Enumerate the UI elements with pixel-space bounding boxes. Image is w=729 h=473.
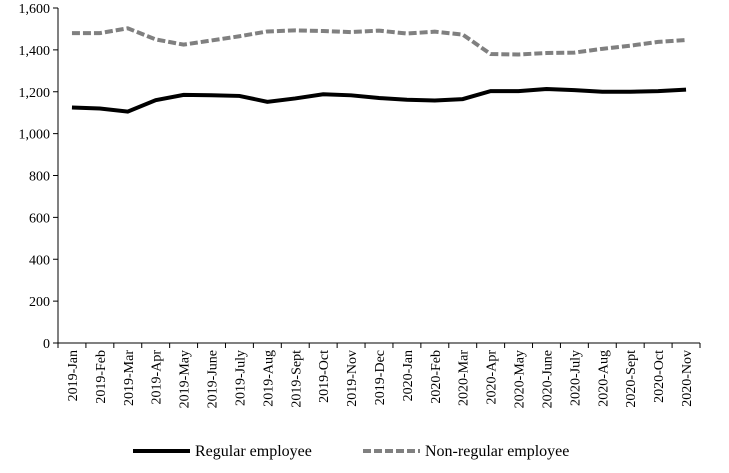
x-tick-label: 2020-Feb [429, 350, 444, 404]
x-tick-label: 2020-Mar [457, 350, 472, 406]
y-tick-label: 1,200 [19, 86, 51, 101]
x-tick-label: 2020-Jan [401, 350, 416, 401]
y-tick-label: 200 [29, 295, 50, 310]
x-tick-label: 2019-Feb [94, 350, 109, 404]
x-tick-label: 2019-Dec [373, 350, 388, 405]
x-tick-label: 2019-Apr [150, 350, 165, 405]
x-tick-label: 2020-Sept [624, 350, 639, 408]
x-tick-label: 2020-Oct [652, 350, 667, 403]
y-tick-label: 400 [29, 253, 50, 268]
x-tick-label: 2020-July [568, 350, 583, 406]
x-tick-label: 2019-May [178, 350, 193, 408]
x-tick-label: 2020-Apr [485, 350, 500, 405]
x-tick-label: 2020-Aug [596, 350, 611, 407]
x-tick-label: 2020-June [540, 350, 555, 408]
x-tick-label: 2019-June [206, 350, 221, 408]
x-tick-label: 2019-July [233, 350, 248, 406]
y-tick-label: 1,000 [19, 128, 51, 143]
legend-label: Regular employee [195, 443, 312, 460]
x-tick-label: 2019-Oct [317, 350, 332, 403]
x-tick-label: 2019-Aug [261, 350, 276, 407]
x-tick-label: 2020-May [513, 350, 528, 408]
x-tick-label: 2019-Sept [289, 350, 304, 408]
series-line [71, 87, 687, 114]
series-line [71, 26, 687, 57]
x-tick-label: 2019-Mar [122, 350, 137, 406]
legend-label: Non-regular employee [425, 443, 569, 460]
x-tick-label: 2019-Jan [66, 350, 81, 401]
y-tick-label: 0 [43, 337, 50, 352]
y-tick-label: 1,600 [19, 2, 51, 17]
x-tick-label: 2019-Nov [345, 350, 360, 407]
y-tick-label: 600 [29, 211, 50, 226]
x-tick-label: 2020-Nov [680, 350, 695, 407]
y-tick-label: 800 [29, 170, 50, 185]
y-tick-label: 1,400 [19, 44, 51, 59]
